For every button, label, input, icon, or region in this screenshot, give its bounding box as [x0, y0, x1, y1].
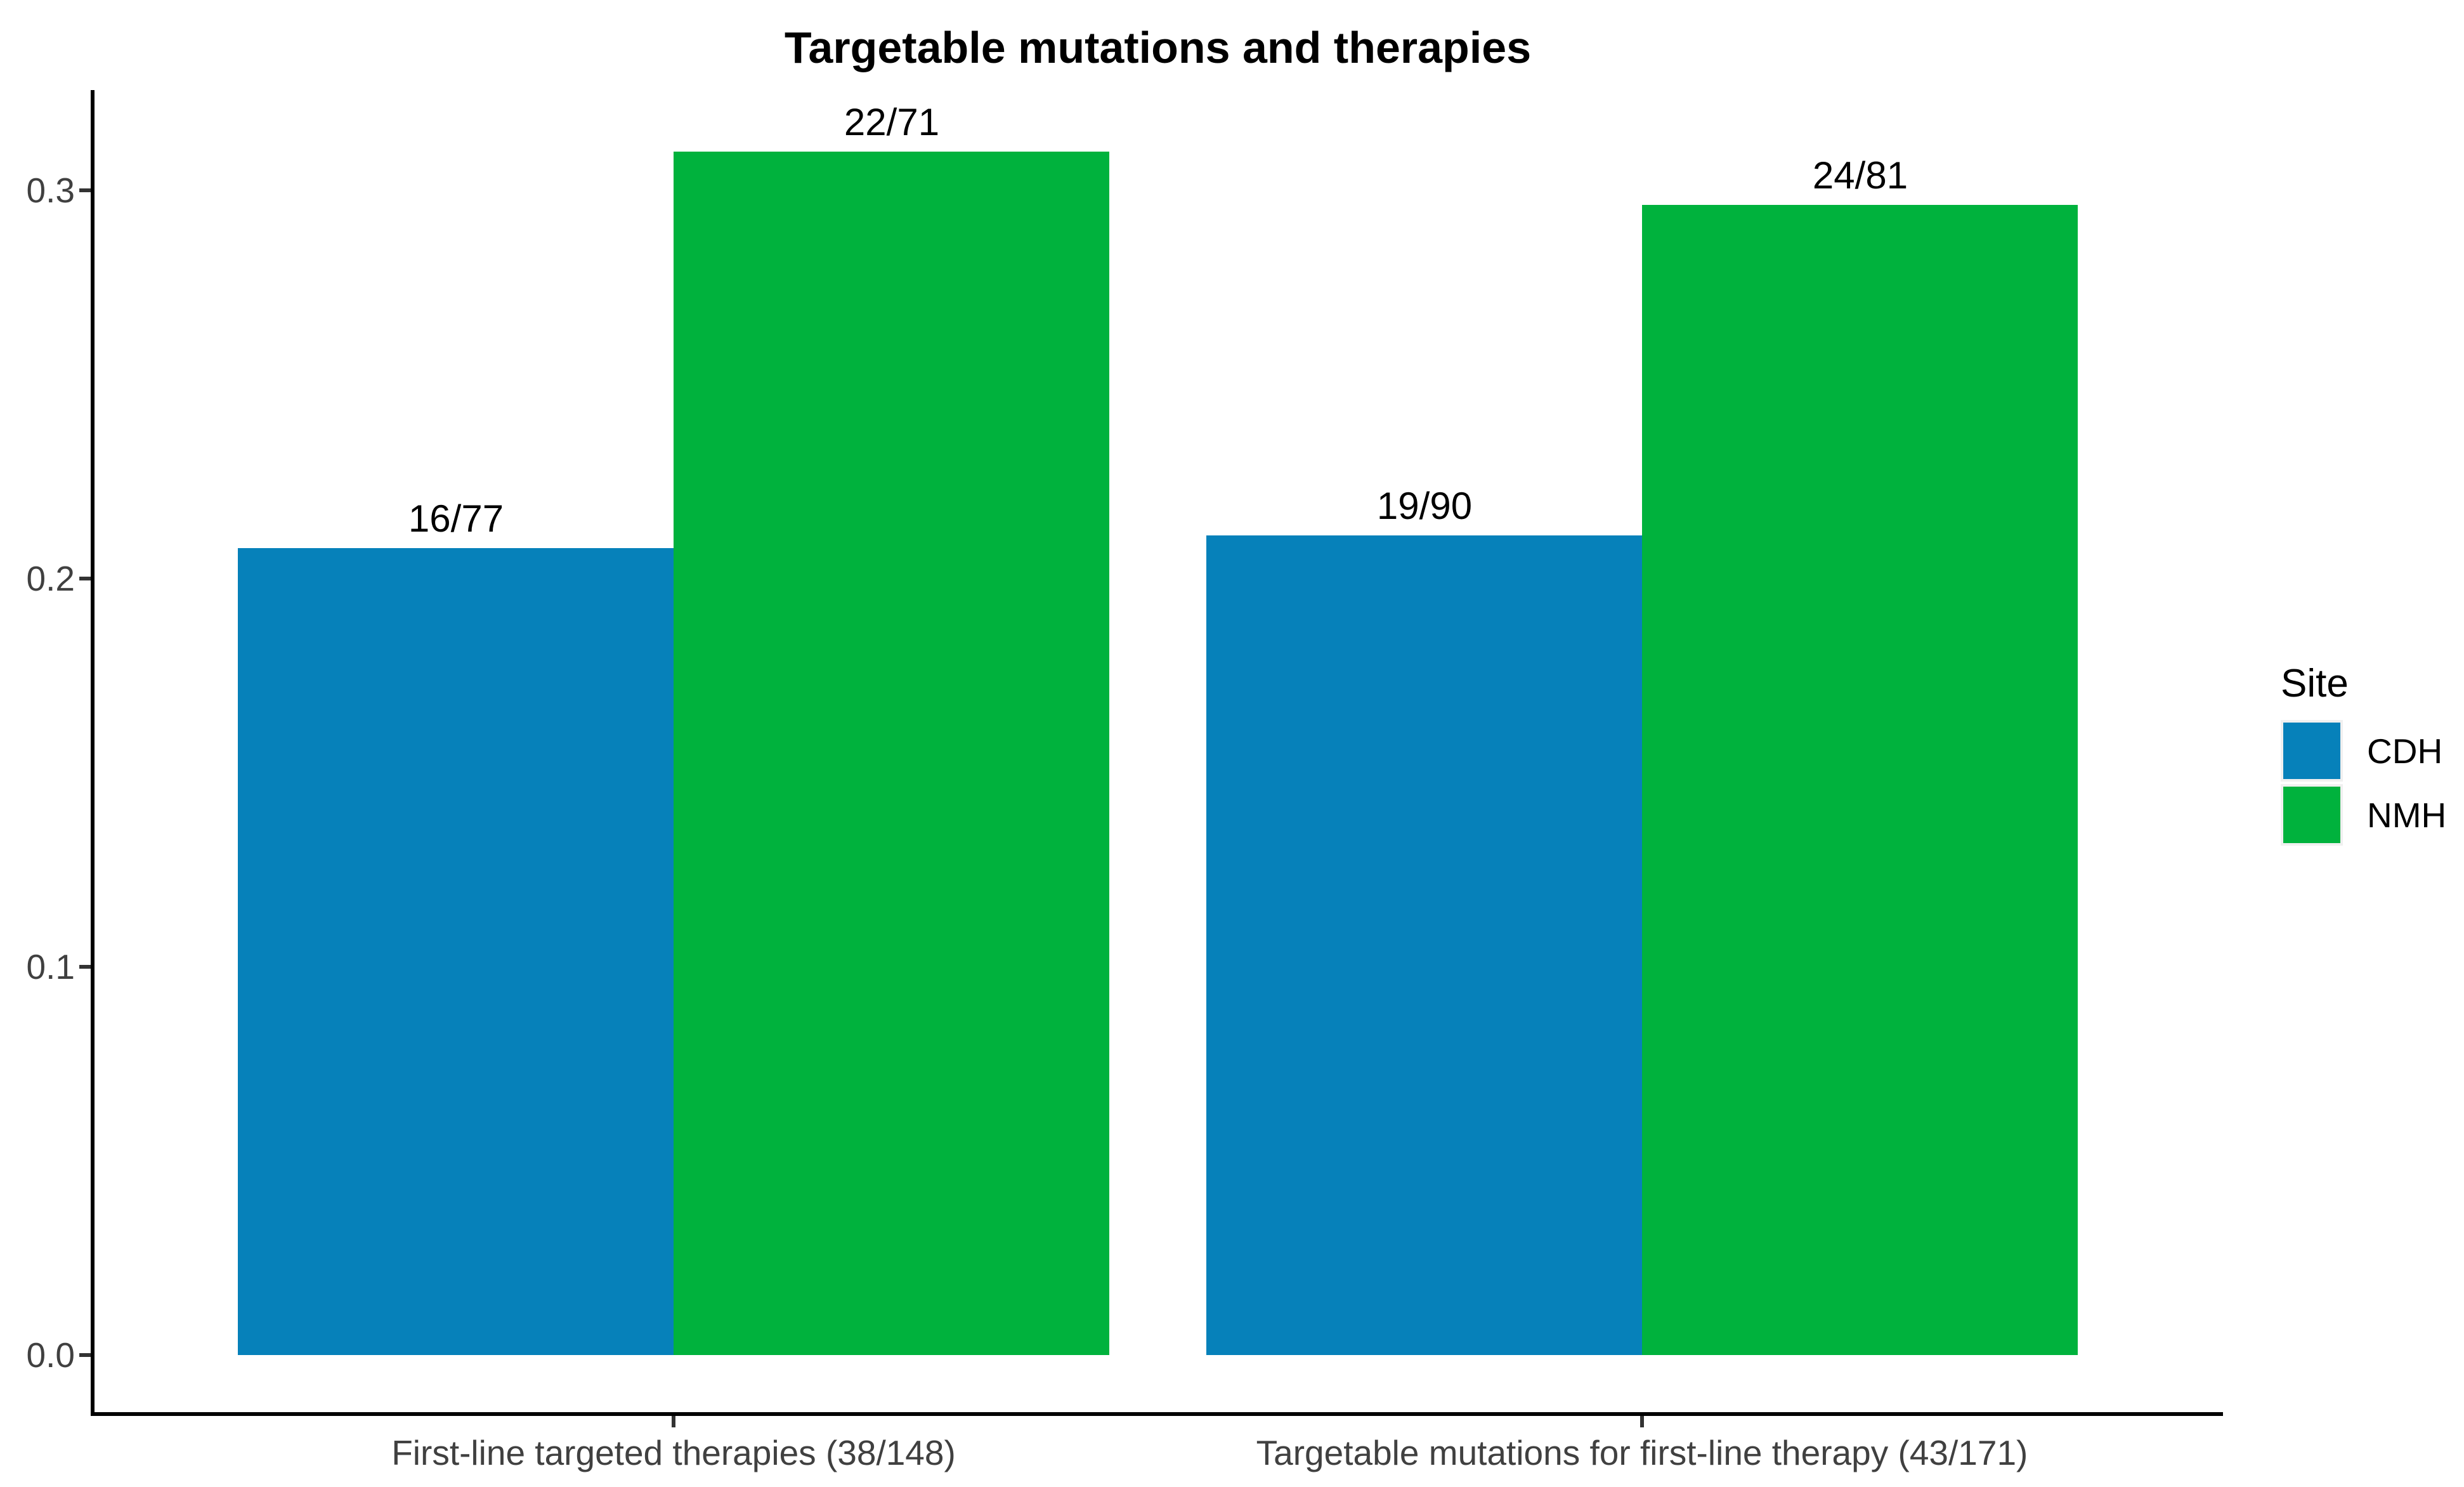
y-tick [79, 1353, 91, 1357]
bar-nmh-1 [1642, 205, 2078, 1355]
legend-item-cdh: CDH [2281, 720, 2460, 782]
bar-value-label: 22/71 [844, 101, 940, 143]
x-tick [1640, 1416, 1644, 1427]
legend-key-cdh [2281, 720, 2343, 782]
y-tick-label: 0.1 [26, 947, 75, 986]
bar-cdh-1 [1206, 535, 1642, 1355]
x-axis-line [91, 1412, 2223, 1416]
bar-cdh-0 [238, 548, 674, 1355]
y-tick [79, 577, 91, 580]
x-category-label: Targetable mutations for first-line ther… [1256, 1433, 2028, 1472]
y-tick [79, 965, 91, 969]
legend-key-nmh [2281, 784, 2343, 846]
legend-swatch-cdh-icon [2283, 723, 2340, 779]
bar-nmh-0 [674, 152, 1109, 1355]
y-axis-line [91, 90, 95, 1416]
legend-label-cdh: CDH [2367, 731, 2443, 771]
y-tick-label: 0.2 [26, 559, 75, 598]
y-tick-label: 0.0 [26, 1335, 75, 1375]
x-category-label: First-line targeted therapies (38/148) [391, 1433, 956, 1472]
chart-title: Targetable mutations and therapies [784, 23, 1532, 72]
y-tick [79, 188, 91, 192]
legend-item-nmh: NMH [2281, 784, 2460, 846]
legend-label-nmh: NMH [2367, 795, 2447, 835]
legend-title: Site [2281, 662, 2349, 705]
y-tick-label: 0.3 [26, 171, 75, 210]
legend: Site CDH NMH [2276, 662, 2460, 848]
bar-value-label: 16/77 [408, 497, 504, 540]
x-tick [672, 1416, 675, 1427]
bar-value-label: 19/90 [1376, 485, 1473, 527]
legend-swatch-nmh-icon [2283, 787, 2340, 843]
bar-value-label: 24/81 [1812, 154, 1908, 197]
